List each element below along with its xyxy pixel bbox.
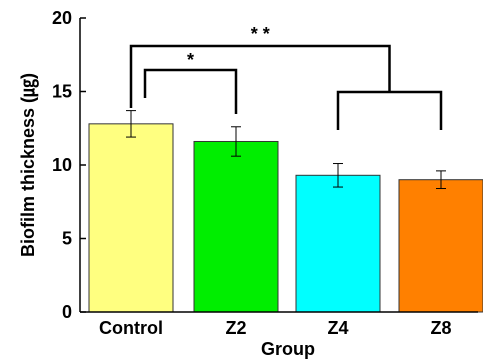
x-category-label: Z2 (225, 318, 246, 338)
x-category-label: Z4 (327, 318, 348, 338)
y-axis-title: Biofilm thickness (㎍) (18, 73, 40, 257)
x-category-label: Control (99, 318, 163, 338)
bar (295, 174, 381, 313)
bracket-control-z4z8 (129, 44, 391, 108)
y-tick-label: 5 (62, 229, 72, 249)
significance-brackets: * * * (129, 24, 443, 130)
bar (193, 140, 279, 313)
y-ticks-group: 0 5 10 15 20 (52, 8, 86, 322)
significance-label: * (187, 50, 194, 70)
x-category-label: Z8 (430, 318, 451, 338)
bar (88, 123, 174, 313)
error-bars-group (126, 110, 446, 190)
bar (398, 179, 483, 313)
y-tick-label: 15 (52, 82, 72, 102)
bars-group (88, 123, 483, 313)
bracket-control-z2 (143, 68, 238, 114)
y-tick-label: 20 (52, 8, 72, 28)
y-tick-label: 10 (52, 155, 72, 175)
x-category-labels: Control Z2 Z4 Z8 (99, 318, 452, 338)
bracket-z4-z8 (336, 90, 443, 130)
significance-label: * * (251, 24, 270, 44)
x-axis-title: Group (261, 339, 315, 359)
y-tick-label: 0 (62, 302, 72, 322)
